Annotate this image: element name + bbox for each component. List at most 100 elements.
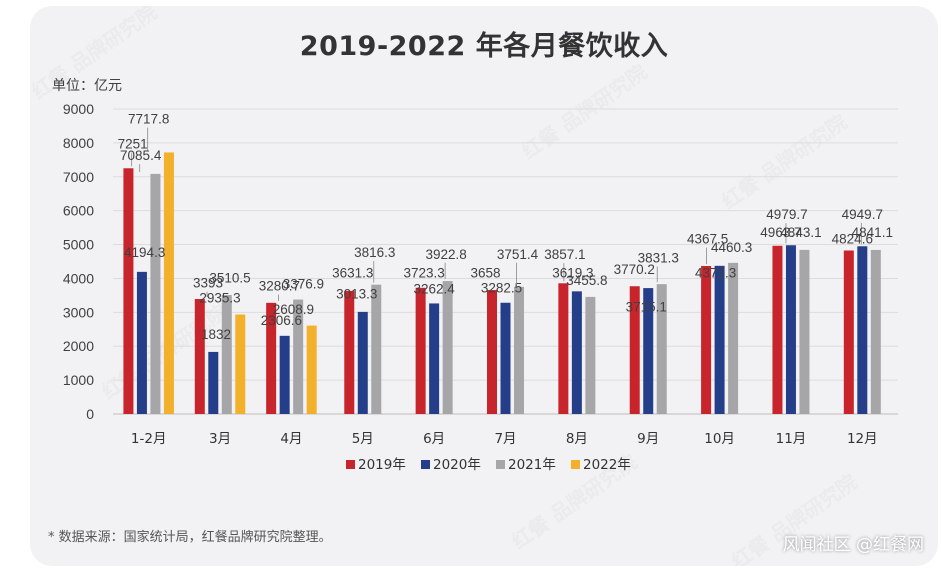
bar-2019年-7月	[487, 290, 497, 414]
credit-watermark: 风闻社区 @红餐网	[782, 535, 924, 555]
bar-2020年-4月	[279, 335, 290, 414]
bar-2020年-9月	[643, 288, 654, 414]
bar-2022年-4月	[306, 325, 317, 414]
bar-2021年-9月	[656, 284, 667, 414]
legend-swatch	[496, 460, 505, 469]
x-tick-label: 9月	[637, 431, 659, 447]
legend-label: 2020年	[433, 457, 481, 473]
bar-2021年-3月	[221, 295, 232, 414]
legend-swatch	[346, 460, 355, 469]
bar-chart: 7251 4194.3 7085.4 7717.8 3393 1832 3510.5 2935…	[63, 101, 898, 473]
data-label: 3723.3	[403, 265, 444, 280]
y-axis-unit-label: 单位：亿元	[52, 78, 122, 94]
data-label: 4979.7	[766, 207, 807, 222]
data-label: 4372.3	[695, 265, 736, 280]
data-label: 3619.3	[552, 265, 593, 280]
bar-2019年-9月	[629, 286, 640, 414]
axes: 0 1000 2000 3000 4000 5000 6000 7000 8000 9000 1-2…	[63, 101, 878, 447]
bar-2020年-11月	[785, 245, 796, 414]
data-label: 3751.4	[497, 247, 539, 262]
x-tick-label: 5月	[352, 431, 374, 447]
legend-swatch	[571, 460, 580, 469]
data-source-note: * 数据来源：国家统计局，红餐品牌研究院整理。	[48, 530, 332, 545]
bar-2021年-1-2月	[150, 173, 161, 414]
y-tick-label: 6000	[63, 203, 94, 219]
bar-2019年-12月	[843, 250, 854, 414]
x-tick-label: 3月	[209, 431, 231, 447]
bar-2019年-11月	[772, 245, 783, 414]
y-tick-label: 2000	[63, 338, 94, 354]
data-label: 3280.7	[259, 279, 300, 294]
bar-2020年-3月	[208, 351, 219, 414]
y-tick-label: 4000	[63, 270, 94, 286]
y-tick-label: 7000	[63, 169, 94, 185]
bar-2021年-4月	[293, 299, 304, 414]
legend-label: 2022年	[583, 457, 631, 473]
bar-2020年-6月	[429, 303, 440, 414]
data-label: 3282.5	[481, 281, 522, 296]
data-label: 3770.2	[614, 262, 655, 277]
data-label: 3922.8	[425, 247, 466, 262]
bar-2021年-10月	[728, 262, 739, 414]
bar-2022年-3月	[235, 314, 246, 414]
bar-2019年-3月	[194, 299, 205, 414]
data-label: 3831.3	[638, 251, 679, 266]
data-label: 4460.3	[711, 240, 752, 255]
bar-2021年-8月	[585, 296, 596, 414]
bar-2021年-12月	[870, 249, 881, 414]
data-label: 4194.3	[124, 245, 165, 260]
x-tick-label: 11月	[776, 431, 807, 447]
data-label: 3376.9	[283, 277, 324, 292]
data-label: 4843.1	[780, 225, 821, 240]
bar-2021年-5月	[371, 284, 382, 414]
y-tick-label: 9000	[63, 101, 94, 117]
data-label: 2935.3	[199, 291, 240, 306]
x-tick-label: 8月	[566, 431, 588, 447]
y-tick-label: 5000	[63, 237, 94, 253]
x-tick-label: 7月	[494, 431, 516, 447]
data-label: 1832	[201, 327, 231, 342]
x-tick-label: 6月	[423, 431, 445, 447]
legend-label: 2019年	[358, 457, 406, 473]
data-label: 3857.1	[544, 247, 585, 262]
y-tick-label: 1000	[63, 372, 94, 388]
data-label: 3510.5	[209, 271, 250, 286]
bar-2019年-10月	[701, 265, 712, 414]
bar-2019年-1-2月	[123, 168, 134, 414]
bar-2020年-10月	[714, 265, 725, 414]
data-label: 3455.8	[566, 273, 607, 288]
y-tick-label: 3000	[63, 304, 94, 320]
legend-label: 2021年	[508, 457, 556, 473]
bar-2019年-6月	[415, 287, 426, 414]
bar-2019年-4月	[266, 302, 277, 414]
data-label: 2306.6	[261, 313, 302, 328]
data-label: 3013.3	[336, 286, 377, 301]
y-tick-label: 8000	[63, 135, 94, 151]
data-label: 4949.7	[842, 207, 883, 222]
data-label: 3393	[193, 276, 223, 291]
bar-2020年-7月	[500, 302, 511, 414]
x-tick-label: 10月	[704, 431, 735, 447]
bar-2020年-5月	[357, 311, 368, 414]
data-label: 4367.5	[687, 232, 728, 247]
data-label: 7085.4	[120, 148, 162, 163]
chart-card: 红餐 品牌研究院 红餐 品牌研究院 红餐 品牌研究院 红餐 品牌研究院 红餐 品…	[30, 6, 938, 566]
data-label: 3658	[470, 265, 500, 280]
bar-2020年-12月	[857, 246, 868, 414]
data-label: 3816.3	[354, 245, 395, 260]
bar-2021年-11月	[799, 249, 810, 414]
data-label: 3262.4	[413, 281, 455, 296]
data-label: 2608.9	[273, 302, 314, 317]
bar-2020年-1-2月	[136, 271, 147, 414]
data-labels: 7251 4194.3 7085.4 7717.8 3393 1832 3510.5 2935…	[118, 112, 893, 342]
data-label: 4824.6	[832, 232, 873, 247]
data-label: 3715.1	[626, 299, 667, 314]
bar-2019年-5月	[344, 290, 355, 414]
legend: 2019年 2020年 2021年 2022年	[346, 457, 631, 473]
x-tick-label: 12月	[847, 431, 878, 447]
bar-2022年-1-2月	[163, 152, 174, 414]
bar-2019年-8月	[558, 283, 569, 414]
chart-title: 2019-2022 年各月餐饮收入	[299, 31, 669, 62]
x-tick-label: 1-2月	[131, 431, 167, 447]
legend-swatch	[421, 460, 430, 469]
